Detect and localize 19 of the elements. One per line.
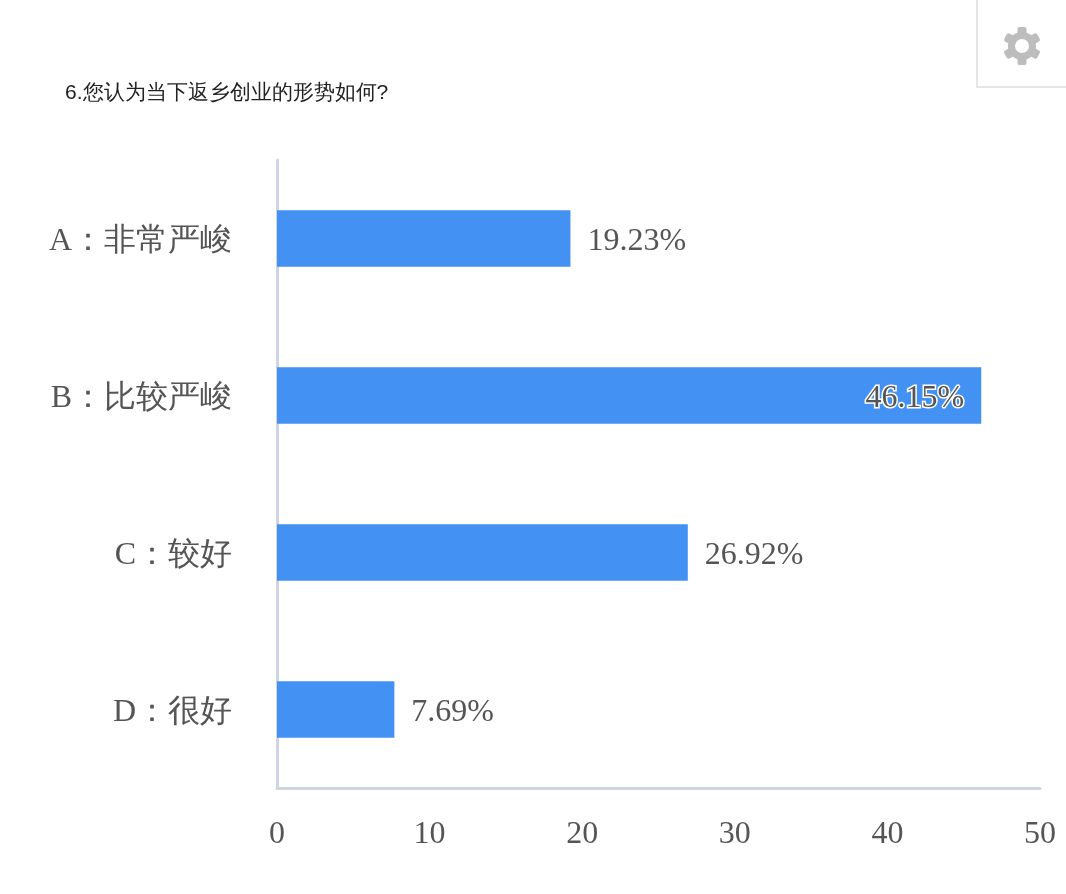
data-label: 7.69% (411, 691, 495, 728)
y-tick-label: D：很好 (112, 691, 232, 728)
x-tick-label: 50 (1024, 814, 1056, 850)
chart-title: 6.您认为当下返乡创业的形势如何? (65, 80, 389, 103)
data-label: 19.23% (587, 220, 687, 257)
y-tick-label: A：非常严峻 (48, 220, 232, 257)
x-tick-label: 10 (413, 814, 446, 850)
y-tick-label: B：比较严峻 (50, 377, 232, 414)
bar (277, 524, 688, 581)
y-tick-label: C：较好 (114, 534, 232, 571)
data-label: 26.92% (704, 534, 804, 571)
x-tick-label: 30 (718, 814, 751, 850)
x-tick-label: 40 (871, 814, 904, 850)
bar (277, 681, 395, 738)
data-label: 46.15% (865, 377, 965, 414)
bar (277, 210, 571, 267)
x-tick-label: 20 (566, 814, 599, 850)
x-tick-label: 0 (269, 814, 285, 850)
bar (277, 367, 982, 424)
